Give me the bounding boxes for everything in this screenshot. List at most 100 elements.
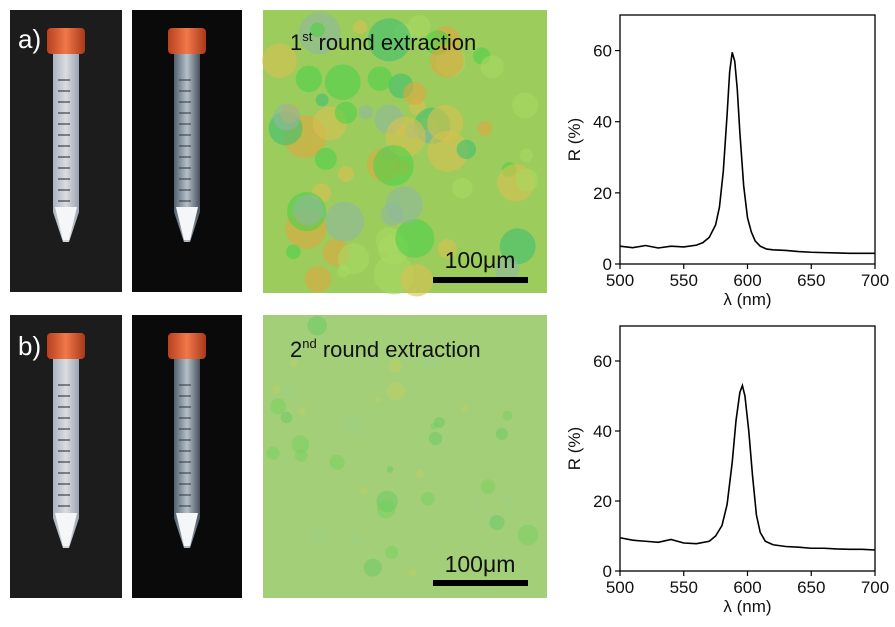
grain	[376, 490, 398, 513]
tube-cap	[168, 333, 206, 359]
grain	[502, 495, 515, 508]
micrograph	[263, 315, 547, 598]
grain	[430, 43, 464, 78]
image-caption: 2nd round extraction	[290, 336, 481, 362]
grain	[515, 168, 539, 192]
x-tick-label: 550	[670, 578, 698, 597]
grain	[432, 347, 441, 355]
grain	[281, 385, 295, 400]
caption-text: round extraction	[317, 337, 481, 362]
tube-fill	[176, 207, 198, 240]
grain	[408, 569, 417, 577]
grain	[480, 55, 504, 79]
x-tick-label: 700	[861, 271, 889, 290]
y-tick-label: 0	[603, 255, 612, 274]
grain	[367, 18, 411, 62]
grain	[430, 422, 438, 430]
grain	[272, 385, 281, 394]
grain	[483, 513, 499, 528]
grain	[437, 239, 458, 259]
grain	[342, 416, 363, 437]
grain	[502, 410, 513, 421]
grain	[403, 81, 427, 105]
grain	[434, 417, 445, 428]
caption-sup: nd	[302, 336, 316, 351]
x-tick-label: 600	[733, 271, 761, 290]
grain	[386, 466, 394, 473]
plot-frame	[619, 14, 876, 265]
grain	[273, 103, 301, 131]
scale-bar-label: 100μm	[445, 551, 516, 577]
y-tick-label: 60	[593, 352, 612, 371]
tube-fill	[55, 207, 77, 240]
y-tick-label: 20	[593, 184, 612, 203]
grain	[512, 92, 539, 119]
tube-fill	[55, 513, 77, 546]
x-axis-label: λ (nm)	[723, 597, 771, 616]
spectrum-line	[619, 382, 876, 551]
grain	[461, 405, 468, 413]
x-tick-label: 700	[861, 578, 889, 597]
y-tick-label: 20	[593, 492, 612, 511]
y-tick-label: 40	[593, 113, 612, 132]
panel-label: a)	[18, 24, 41, 54]
x-tick-label: 650	[797, 578, 825, 597]
grain	[451, 177, 473, 199]
grain	[395, 218, 435, 258]
grain	[519, 148, 533, 162]
chart: 500 550 600 650 700 0 20 40 60 λ (nm) R (%)	[565, 14, 889, 309]
grain	[291, 435, 310, 454]
grain	[367, 66, 393, 91]
scale-bar	[433, 277, 528, 283]
grain	[421, 354, 439, 372]
grain	[477, 121, 493, 136]
grain	[427, 130, 469, 172]
grain	[386, 381, 405, 401]
grain	[262, 43, 297, 78]
y-axis-label: R (%)	[565, 118, 584, 161]
grain	[428, 431, 443, 446]
tube-cap	[168, 28, 206, 54]
y-axis-label: R (%)	[565, 427, 584, 470]
grain	[427, 104, 464, 141]
grain	[310, 22, 325, 38]
grain	[337, 165, 355, 183]
x-tick-label: 650	[797, 271, 825, 290]
x-tick-label: 550	[670, 271, 698, 290]
grain	[294, 449, 308, 462]
spectrum-line	[619, 52, 875, 255]
grain	[385, 545, 399, 559]
grain	[377, 500, 396, 519]
tube-cap	[47, 333, 85, 359]
grain	[286, 244, 301, 260]
grain	[334, 101, 358, 124]
caption-sup: st	[302, 29, 313, 44]
chart: 500 550 600 650 700 0 20 40 60 λ (nm) R (%)	[565, 325, 889, 616]
x-tick-label: 500	[606, 271, 634, 290]
grain	[290, 358, 299, 368]
scale-bar-label: 100μm	[445, 247, 516, 273]
grain	[495, 257, 520, 282]
grain	[517, 524, 539, 546]
grain	[408, 15, 431, 38]
grain	[324, 201, 365, 242]
grain	[329, 454, 345, 470]
grain	[474, 502, 484, 512]
y-tick-label: 0	[603, 562, 612, 581]
grain	[363, 558, 382, 577]
grain	[280, 411, 293, 424]
grain	[420, 491, 435, 506]
grain	[324, 64, 361, 101]
grain	[348, 533, 363, 547]
grain	[400, 264, 434, 297]
grain	[374, 396, 381, 403]
grain	[480, 479, 496, 494]
image-caption: 1st round extraction	[290, 29, 476, 55]
photos	[10, 10, 547, 598]
grain	[360, 487, 368, 495]
grain	[307, 316, 327, 336]
grain	[310, 526, 326, 542]
panel-texts: a) b) 1st round extraction 2nd round ext…	[18, 24, 528, 586]
grain	[314, 147, 337, 170]
